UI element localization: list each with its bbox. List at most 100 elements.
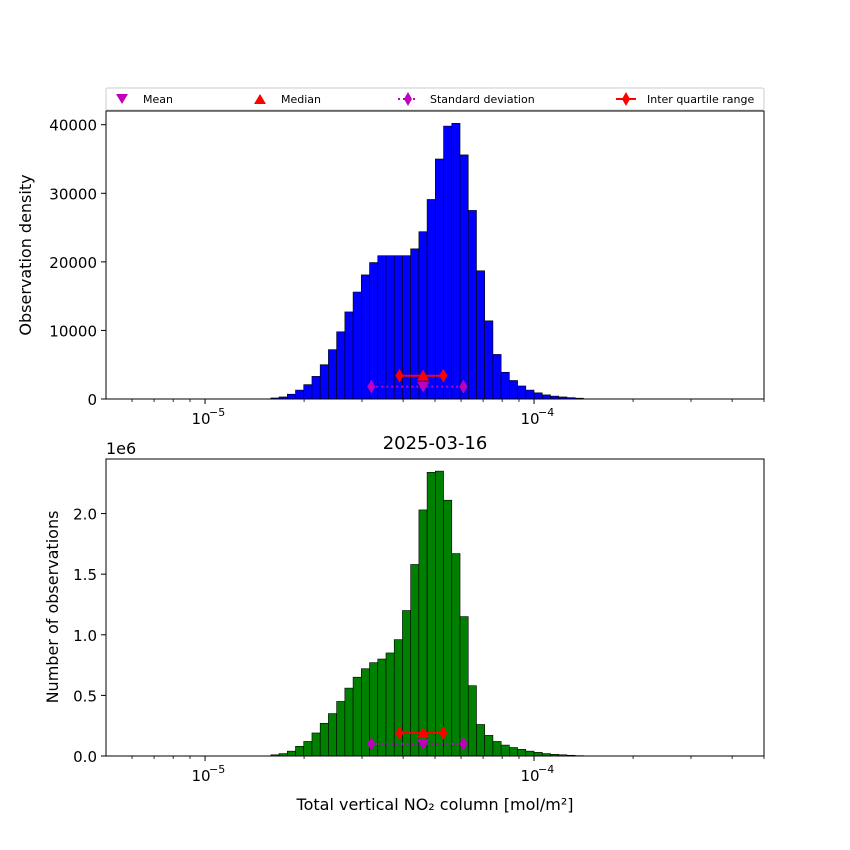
top-histogram-bar xyxy=(319,364,329,400)
bottom-histogram-bar xyxy=(393,639,403,757)
legend-entry-median: Median xyxy=(254,93,321,106)
mean-marker-icon xyxy=(116,94,128,104)
bottom-median-marker xyxy=(417,726,430,738)
std-diamond-icon xyxy=(404,92,412,106)
bottom-histogram-bar xyxy=(484,735,494,757)
bottom-y-tick-label: 1.5 xyxy=(73,566,97,584)
bottom-y-tick-label: 1.0 xyxy=(73,627,97,645)
bottom-histogram-bar xyxy=(525,750,535,757)
legend-entry-std: Standard deviation xyxy=(398,92,535,106)
top-histogram-bar xyxy=(426,199,436,400)
bottom-histogram-bar xyxy=(311,732,321,757)
bottom-histogram-bar xyxy=(517,749,527,757)
bottom-histogram-bar xyxy=(418,509,428,757)
bottom-histogram-bar xyxy=(426,472,436,757)
top-histogram-bar xyxy=(476,270,485,400)
top-histogram-bar xyxy=(295,389,305,400)
top-histogram-bar xyxy=(402,255,411,400)
bottom-histogram-bar xyxy=(295,745,305,757)
bottom-y-axis: 0.0 0.5 1.0 1.5 2.0 xyxy=(73,506,106,766)
top-std-endpoint-0 xyxy=(367,379,376,394)
top-x-tick-label: 10 xyxy=(191,410,210,428)
top-x-tick-exponent: −4 xyxy=(538,406,554,419)
bottom-histogram-bar xyxy=(377,658,387,757)
top-histogram-bar xyxy=(352,291,362,400)
bottom-iqr-endpoint-1 xyxy=(439,725,448,740)
bottom-chart-title: 2025-03-16 xyxy=(383,433,488,454)
top-y-tick-label: 20000 xyxy=(49,254,97,272)
top-x-axis: 10−5 10−4 xyxy=(131,399,765,428)
bottom-histogram-bar xyxy=(286,750,296,757)
bottom-histogram-bar xyxy=(352,676,362,757)
top-histogram-bar xyxy=(541,394,551,400)
legend-entry-iqr: Inter quartile range xyxy=(616,92,754,106)
top-histogram-bar xyxy=(385,255,395,400)
bottom-x-axis: 10−5 10−4 xyxy=(131,756,765,785)
bottom-histogram-bar xyxy=(402,610,411,757)
bottom-histogram-bar xyxy=(533,752,543,757)
bottom-stats-group xyxy=(367,725,468,751)
top-iqr-endpoint-0 xyxy=(395,368,404,383)
bottom-histogram-bar xyxy=(459,616,469,757)
bottom-x-tick-label: 10 xyxy=(191,767,210,785)
top-histogram-bar xyxy=(517,385,527,400)
top-iqr-endpoint-1 xyxy=(439,368,448,383)
bottom-x-tick-exponent: −5 xyxy=(209,763,225,776)
legend-label-mean: Mean xyxy=(143,93,173,106)
top-histogram-bar xyxy=(492,354,502,400)
top-x-tick-exponent: −5 xyxy=(209,406,225,419)
top-bars-group xyxy=(270,123,584,400)
bottom-histogram-bar xyxy=(476,724,485,757)
bottom-histogram-bar xyxy=(451,553,461,757)
top-histogram-bar xyxy=(377,255,387,400)
bottom-histogram-bar xyxy=(443,499,453,757)
bottom-chart: 2025-03-16 1e6 0.00.51.01.52.0 10−5 10−4 … xyxy=(43,433,765,814)
bottom-y-offset-label: 1e6 xyxy=(106,439,136,458)
top-y-tick-label: 0 xyxy=(87,391,97,409)
top-histogram-bar xyxy=(443,125,453,400)
top-y-axis-label: Observation density xyxy=(16,174,35,335)
legend-label-std: Standard deviation xyxy=(430,93,535,106)
top-histogram-bar xyxy=(435,158,444,400)
iqr-diamond-icon xyxy=(622,92,630,106)
top-histogram-bar xyxy=(361,274,370,400)
top-histogram-bar xyxy=(311,376,321,400)
top-histogram-bar xyxy=(303,384,313,400)
bottom-histogram-bar xyxy=(319,722,329,757)
bottom-histogram-bar xyxy=(336,701,346,757)
bottom-histogram-bar xyxy=(467,685,477,757)
bottom-x-axis-label: Total vertical NO₂ column [mol/m²] xyxy=(296,795,574,814)
legend: Mean Median Standard deviation Inter qua… xyxy=(105,87,765,111)
bottom-std-endpoint-1 xyxy=(459,736,468,751)
bottom-histogram-bar xyxy=(492,741,502,757)
bottom-histogram-bar xyxy=(435,470,444,757)
top-histogram-bar xyxy=(467,210,477,400)
top-histogram-bar xyxy=(344,311,354,400)
legend-label-median: Median xyxy=(281,93,321,106)
top-histogram-bar xyxy=(336,331,346,400)
top-y-tick-label: 40000 xyxy=(49,117,97,135)
top-median-marker xyxy=(417,369,430,381)
bottom-bars-group xyxy=(270,470,584,757)
top-y-tick-label: 10000 xyxy=(49,322,97,340)
bottom-mean-marker xyxy=(417,738,430,750)
bottom-histogram-bar xyxy=(303,741,313,757)
bottom-y-tick-label: 0.0 xyxy=(73,748,97,766)
top-y-axis: 0 10000 20000 30000 40000 xyxy=(49,117,106,409)
top-histogram-bar xyxy=(500,371,510,400)
median-marker-icon xyxy=(254,94,266,104)
bottom-x-tick-exponent: −4 xyxy=(538,763,554,776)
top-histogram-bar xyxy=(328,349,337,400)
bottom-iqr-endpoint-0 xyxy=(395,725,404,740)
bottom-std-endpoint-0 xyxy=(367,736,376,751)
bottom-histogram-bar xyxy=(509,747,518,757)
top-histogram-bar xyxy=(533,392,543,400)
top-stats-group xyxy=(367,368,468,394)
bottom-histogram-bar xyxy=(410,564,420,757)
top-mean-marker xyxy=(417,381,430,393)
bottom-y-tick-label: 2.0 xyxy=(73,506,97,524)
top-histogram-bar xyxy=(451,123,461,400)
bottom-histogram-bar xyxy=(385,652,395,757)
